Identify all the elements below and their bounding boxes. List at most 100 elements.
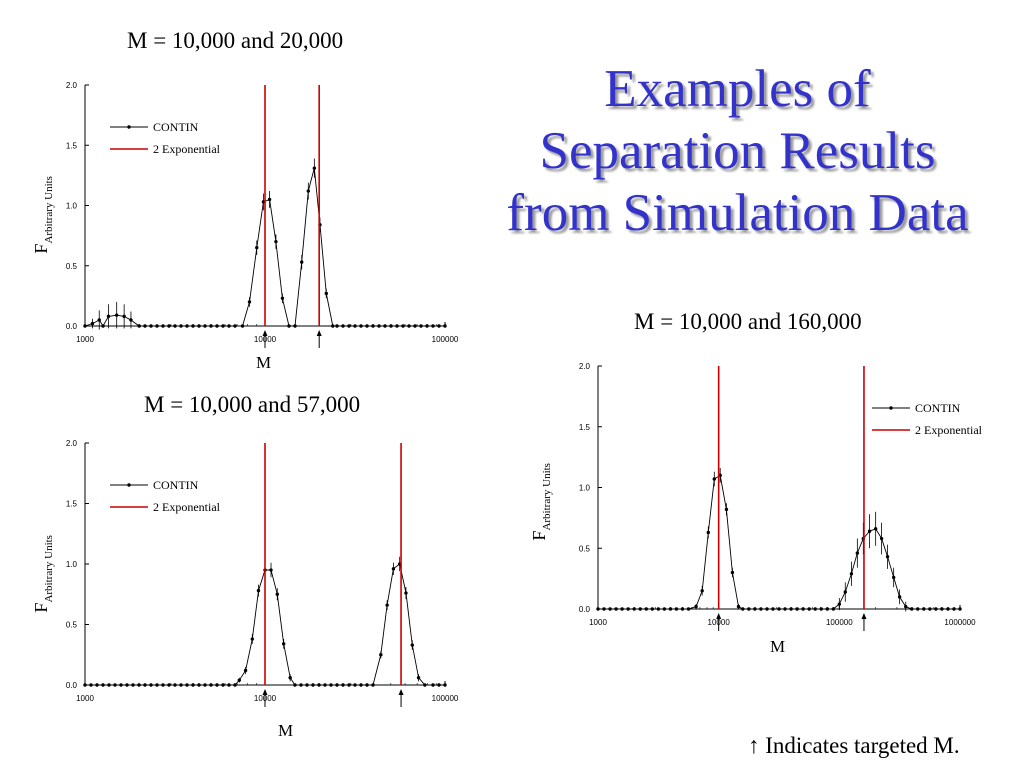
chart-1-contin-point xyxy=(347,324,351,328)
chart-1-contin-point xyxy=(324,291,328,296)
chart-3-contin-point xyxy=(819,607,823,611)
chart-2-contin-point xyxy=(149,683,153,687)
chart-3-contin-point xyxy=(801,607,805,611)
chart-2-contin-point xyxy=(250,637,254,641)
chart-3-contin-point xyxy=(650,607,654,611)
chart-3-target-arrowhead xyxy=(861,613,867,619)
slide-title-line-1: Examples of xyxy=(604,60,871,118)
chart-3-contin-point xyxy=(946,607,950,611)
chart-3-contin-point xyxy=(934,607,938,611)
chart-1-contin-point xyxy=(431,324,435,328)
chart-1-contin-point xyxy=(383,324,387,328)
chart-1-contin-point xyxy=(221,324,225,328)
chart-3-contin-point xyxy=(795,607,799,611)
chart-3-contin-point xyxy=(940,607,944,611)
chart-1-contin-point xyxy=(287,324,291,328)
chart-1-contin-point xyxy=(149,324,153,328)
chart-3-contin-point xyxy=(596,607,600,611)
chart-1-contin-point xyxy=(293,324,297,328)
chart-1-contin-point xyxy=(155,324,159,328)
chart-3-contin-point xyxy=(730,570,735,575)
chart-2-contin-point xyxy=(197,683,201,687)
slide-title-line-3: from Simulation Data xyxy=(506,184,969,242)
chart-2-xlabel: M xyxy=(278,721,294,740)
chart-3-contin-point xyxy=(759,607,763,611)
chart-3-contin-point xyxy=(771,607,775,611)
footnote-text: Indicates targeted M. xyxy=(759,733,960,758)
chart-2-contin-point xyxy=(209,683,213,687)
chart-3-contin-point xyxy=(916,607,920,611)
chart-2-contin-point xyxy=(443,683,447,687)
chart-2-contin-point xyxy=(299,683,303,687)
chart-2-contin-point xyxy=(347,683,351,687)
chart-3-contin-point xyxy=(736,604,741,609)
chart-1-contin-point xyxy=(359,324,363,328)
chart-3-ytick-label: 1.0 xyxy=(579,484,591,493)
chart-2-contin-point xyxy=(341,683,345,687)
chart-1-contin-point xyxy=(419,324,423,328)
chart-3-contin-point xyxy=(765,607,769,611)
chart-1-legend-exponential-label: 2 Exponential xyxy=(153,142,221,156)
chart-1-legend-contin-label: CONTIN xyxy=(153,120,199,134)
chart-1-contin-point xyxy=(413,324,417,328)
chart-2-ytick-label: 1.0 xyxy=(66,560,78,569)
chart-2-contin-point xyxy=(437,683,441,687)
chart-1-contin-point xyxy=(83,324,87,328)
chart-3-xtick-label: 1000 xyxy=(589,618,607,627)
chart-2-contin-point xyxy=(423,683,427,687)
chart-2-contin-point xyxy=(227,683,231,687)
chart-2-contin-point xyxy=(329,683,333,687)
chart-3-contin-point xyxy=(602,607,606,611)
chart-3-contin-point xyxy=(753,607,757,611)
chart-1-contin-point xyxy=(233,324,237,328)
chart-3-contin-point xyxy=(686,607,691,611)
chart-3-contin-point xyxy=(656,607,661,611)
chart-3-contin-point xyxy=(837,602,842,606)
chart-1-legend-contin-marker xyxy=(127,125,131,129)
chart-3-xtick-label: 1000000 xyxy=(944,618,976,627)
chart-1-contin-point xyxy=(312,166,317,170)
chart-1-contin-point xyxy=(407,324,411,328)
chart-3-contin-point xyxy=(680,607,685,611)
chart-3-contin-point xyxy=(668,607,673,611)
chart-1-target-arrowhead xyxy=(262,330,268,336)
up-arrow-icon: ↑ xyxy=(748,733,760,758)
chart-3-contin-point xyxy=(813,607,817,611)
chart-2-contin-point xyxy=(167,683,171,687)
chart-2-title: M = 10,000 and 57,000 xyxy=(144,392,361,417)
chart-2-contin-point xyxy=(143,683,147,687)
chart-2-contin-point xyxy=(431,683,435,687)
chart-1-xtick-label: 100000 xyxy=(432,335,459,344)
chart-1-contin-point xyxy=(401,324,405,328)
chart-2-contin-point xyxy=(203,683,207,687)
chart-3-contin-point xyxy=(644,607,648,611)
chart-3-legend-contin-marker xyxy=(889,406,893,410)
chart-1-ytick-label: 0.0 xyxy=(66,322,78,331)
chart-1-contin-point xyxy=(197,324,201,328)
chart-3-contin-point xyxy=(632,607,636,611)
chart-1-contin-point xyxy=(106,314,111,319)
chart-3-contin-point xyxy=(873,527,878,531)
chart-1-contin-point xyxy=(300,260,304,264)
chart-3-target-arrowhead xyxy=(716,613,722,619)
chart-2-contin-point xyxy=(353,683,357,687)
chart-1-contin-point xyxy=(331,324,335,328)
chart-3-contin-point xyxy=(724,507,729,512)
chart-2-contin-point xyxy=(317,683,321,687)
chart-2-ytick-label: 0.0 xyxy=(66,681,78,690)
chart-1-contin-point xyxy=(437,324,441,328)
chart-3-contin-point xyxy=(608,607,612,611)
chart-3-contin-point xyxy=(712,477,716,481)
chart-3-ytick-label: 1.5 xyxy=(579,423,591,432)
chart-1-contin-point xyxy=(114,313,119,317)
chart-2-contin-point xyxy=(416,676,421,680)
chart-3-contin-point xyxy=(626,607,630,611)
chart-1-title: M = 10,000 and 20,000 xyxy=(127,28,344,53)
chart-1-contin-point xyxy=(425,324,429,328)
chart-2-contin-point xyxy=(404,591,408,595)
chart-3-contin-point xyxy=(614,607,618,611)
chart-3-contin-point xyxy=(849,572,854,576)
chart-1-ytick-label: 1.5 xyxy=(66,141,78,150)
